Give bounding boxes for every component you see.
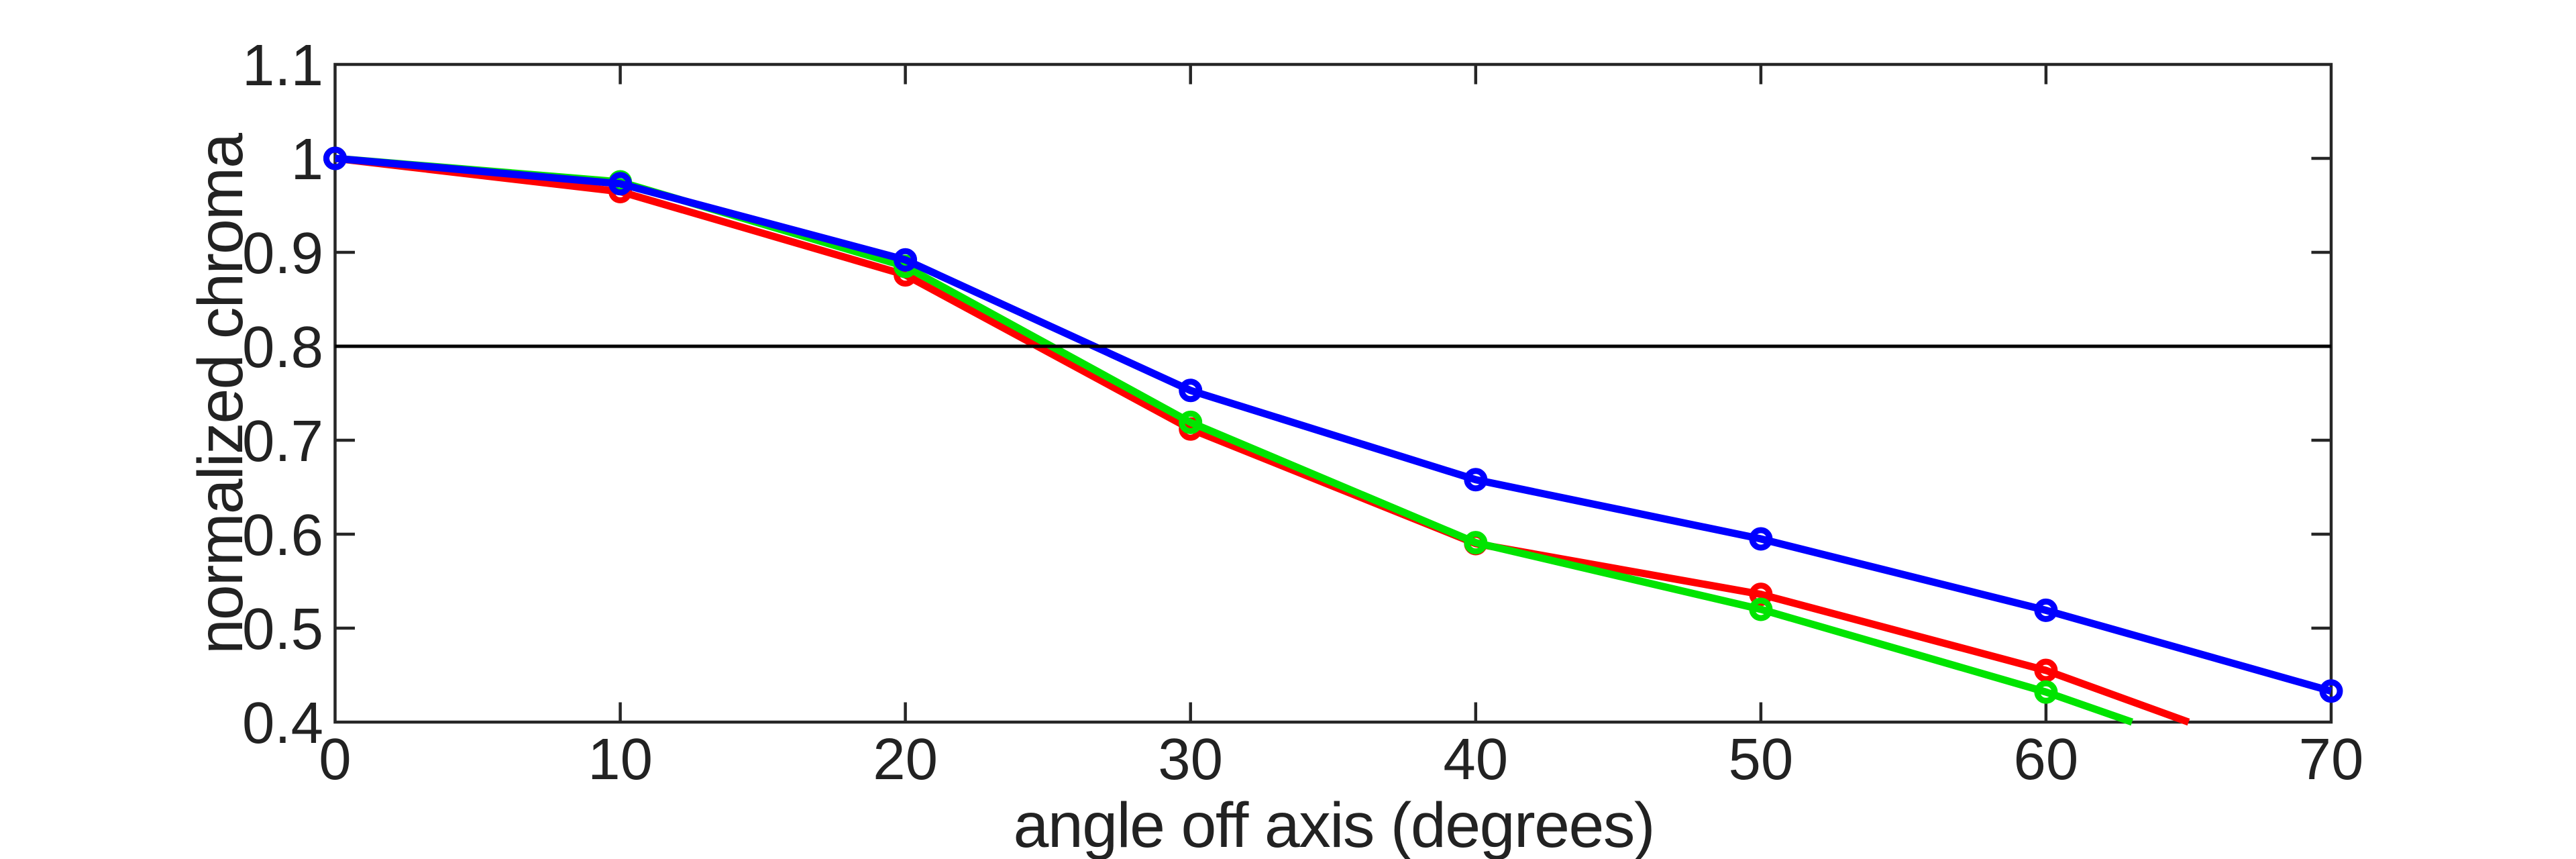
svg-text:0.4: 0.4 — [242, 691, 323, 756]
svg-text:30: 30 — [1158, 727, 1223, 792]
svg-text:0.8: 0.8 — [242, 315, 323, 380]
svg-text:angle off axis (degrees): angle off axis (degrees) — [1014, 790, 1656, 859]
svg-text:1: 1 — [291, 127, 323, 192]
svg-text:0: 0 — [319, 727, 351, 792]
svg-text:20: 20 — [873, 727, 938, 792]
svg-text:60: 60 — [2014, 727, 2079, 792]
svg-text:0.9: 0.9 — [242, 221, 323, 286]
svg-text:50: 50 — [1729, 727, 1794, 792]
svg-text:1.1: 1.1 — [242, 33, 323, 98]
svg-text:0.5: 0.5 — [242, 597, 323, 662]
svg-text:40: 40 — [1443, 727, 1508, 792]
svg-text:0.6: 0.6 — [242, 503, 323, 568]
svg-text:normalized chroma: normalized chroma — [185, 133, 256, 654]
svg-text:70: 70 — [2299, 727, 2364, 792]
svg-text:10: 10 — [588, 727, 653, 792]
svg-text:0.7: 0.7 — [242, 409, 323, 474]
